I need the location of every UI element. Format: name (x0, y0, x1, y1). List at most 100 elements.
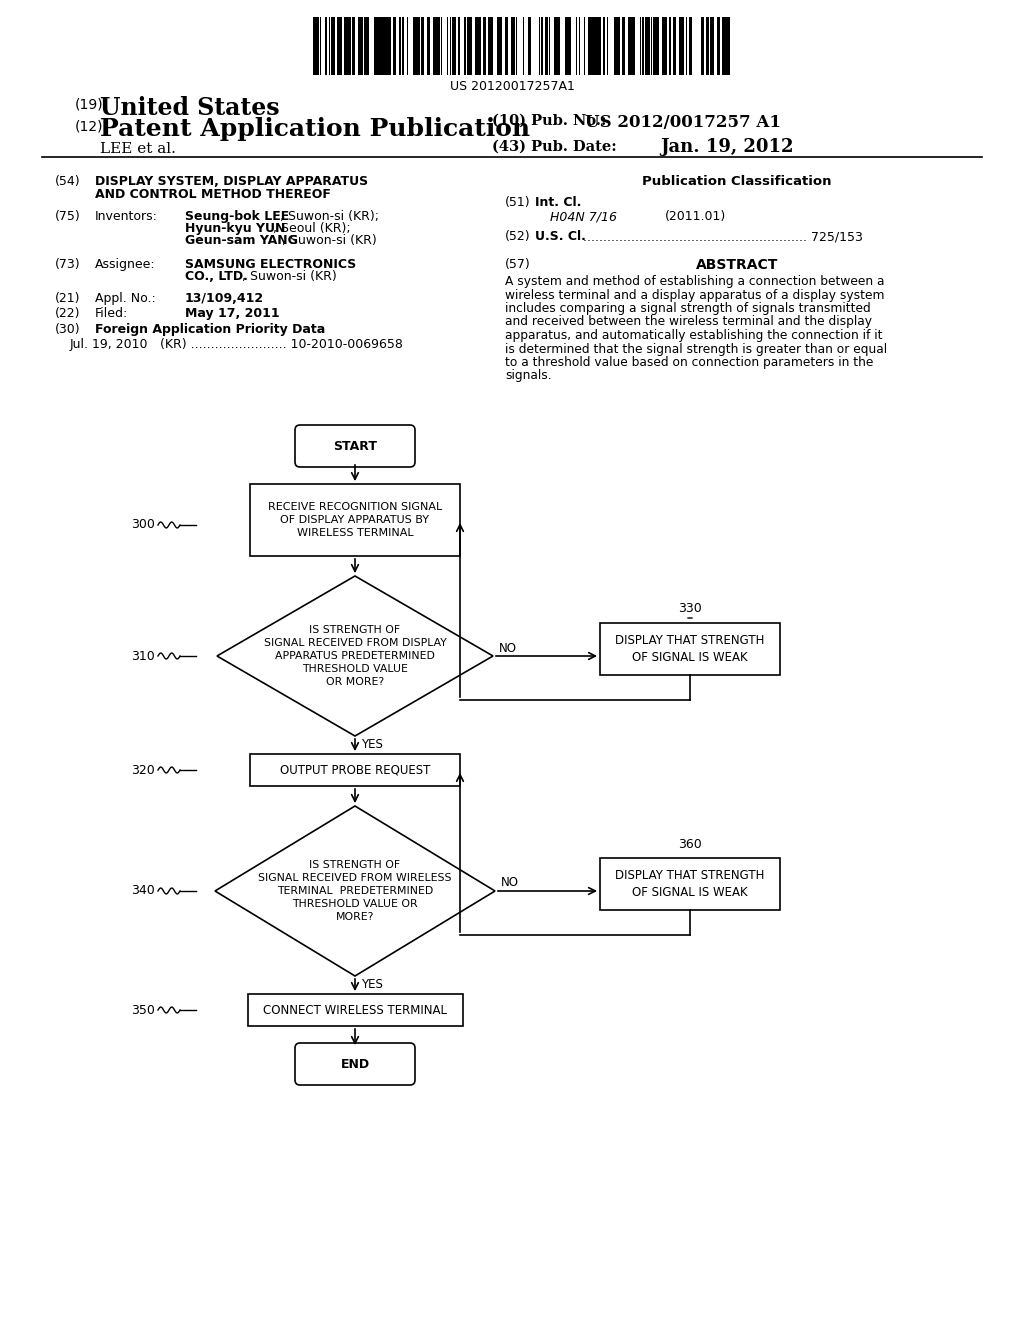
Text: (54): (54) (55, 176, 81, 187)
Text: Jan. 19, 2012: Jan. 19, 2012 (660, 139, 794, 156)
Text: 330: 330 (678, 602, 701, 615)
Polygon shape (217, 576, 493, 737)
Bar (467, 17, 469, 75)
Bar (389, 17, 391, 75)
Bar (632, 17, 634, 75)
Text: 310: 310 (131, 649, 155, 663)
Bar (618, 17, 620, 75)
Text: , Suwon-si (KR): , Suwon-si (KR) (242, 271, 337, 282)
Bar (645, 17, 647, 75)
Bar (498, 17, 500, 75)
Text: A system and method of establishing a connection between a: A system and method of establishing a co… (505, 275, 885, 288)
Text: Geun-sam YANG: Geun-sam YANG (185, 234, 298, 247)
Bar (490, 17, 492, 75)
Bar (679, 17, 681, 75)
Bar (454, 17, 456, 75)
Text: US 20120017257A1: US 20120017257A1 (450, 81, 574, 92)
Text: (2011.01): (2011.01) (665, 210, 726, 223)
Bar (614, 17, 616, 75)
Text: May 17, 2011: May 17, 2011 (185, 308, 280, 319)
Bar (555, 17, 557, 75)
Text: IS STRENGTH OF
SIGNAL RECEIVED FROM WIRELESS
TERMINAL  PREDETERMINED
THRESHOLD V: IS STRENGTH OF SIGNAL RECEIVED FROM WIRE… (258, 859, 452, 923)
Bar (346, 17, 348, 75)
Text: 13/109,412: 13/109,412 (185, 292, 264, 305)
Text: signals.: signals. (505, 370, 552, 383)
Bar (600, 858, 780, 909)
Bar (725, 17, 727, 75)
Bar (593, 17, 596, 75)
Text: END: END (340, 1057, 370, 1071)
Text: (KR) ........................ 10-2010-0069658: (KR) ........................ 10-2010-00… (160, 338, 402, 351)
Text: to a threshold value based on connection parameters in the: to a threshold value based on connection… (505, 356, 873, 370)
Text: Seung-bok LEE: Seung-bok LEE (185, 210, 289, 223)
Text: Int. Cl.: Int. Cl. (535, 195, 582, 209)
Bar (380, 17, 383, 75)
Text: Assignee:: Assignee: (95, 257, 156, 271)
Bar (717, 17, 720, 75)
Text: (52): (52) (505, 230, 530, 243)
Text: Foreign Application Priority Data: Foreign Application Priority Data (95, 323, 326, 337)
Bar (435, 17, 437, 75)
Bar (437, 17, 439, 75)
Bar (722, 17, 725, 75)
Polygon shape (215, 807, 495, 975)
Bar (706, 17, 709, 75)
Text: (57): (57) (505, 257, 530, 271)
Bar (344, 17, 346, 75)
Bar (458, 17, 460, 75)
FancyBboxPatch shape (295, 425, 415, 467)
Bar (701, 17, 703, 75)
Text: Publication Classification: Publication Classification (642, 176, 831, 187)
Bar (662, 17, 664, 75)
Text: 300: 300 (131, 519, 155, 532)
Text: DISPLAY SYSTEM, DISPLAY APPARATUS: DISPLAY SYSTEM, DISPLAY APPARATUS (95, 176, 368, 187)
Bar (654, 17, 657, 75)
Text: United States: United States (100, 96, 280, 120)
Bar (664, 17, 667, 75)
Bar (352, 17, 354, 75)
Text: (10) Pub. No.:: (10) Pub. No.: (492, 114, 611, 128)
Bar (469, 17, 471, 75)
Bar (316, 17, 318, 75)
Bar (374, 17, 376, 75)
Bar (483, 17, 486, 75)
Text: YES: YES (361, 978, 383, 991)
Bar (348, 17, 351, 75)
Bar (337, 17, 339, 75)
Text: wireless terminal and a display apparatus of a display system: wireless terminal and a display apparatu… (505, 289, 885, 301)
Bar (511, 17, 514, 75)
Bar (402, 17, 404, 75)
Bar (393, 17, 396, 75)
Bar (710, 17, 713, 75)
Bar (557, 17, 559, 75)
Text: , Suwon-si (KR): , Suwon-si (KR) (282, 234, 377, 247)
Text: US 2012/0017257 A1: US 2012/0017257 A1 (585, 114, 781, 131)
Text: (75): (75) (55, 210, 81, 223)
Text: START: START (333, 440, 377, 453)
Bar (588, 17, 591, 75)
Bar (313, 17, 315, 75)
Text: ........................................................ 725/153: ........................................… (583, 230, 863, 243)
Bar (689, 17, 692, 75)
Bar (325, 17, 327, 75)
Bar (250, 484, 460, 556)
Text: includes comparing a signal strength of signals transmitted: includes comparing a signal strength of … (505, 302, 870, 315)
Text: RECEIVE RECOGNITION SIGNAL
OF DISPLAY APPARATUS BY
WIRELESS TERMINAL: RECEIVE RECOGNITION SIGNAL OF DISPLAY AP… (268, 502, 442, 539)
Text: YES: YES (361, 738, 383, 751)
Text: DISPLAY THAT STRENGTH
OF SIGNAL IS WEAK: DISPLAY THAT STRENGTH OF SIGNAL IS WEAK (615, 869, 765, 899)
Bar (545, 17, 548, 75)
Text: 350: 350 (131, 1003, 155, 1016)
Bar (673, 17, 676, 75)
Text: H04N 7/16: H04N 7/16 (550, 210, 617, 223)
Text: , Seoul (KR);: , Seoul (KR); (273, 222, 350, 235)
Bar (427, 17, 430, 75)
Text: Jul. 19, 2010: Jul. 19, 2010 (70, 338, 148, 351)
Text: (19): (19) (75, 98, 103, 112)
Text: OUTPUT PROBE REQUEST: OUTPUT PROBE REQUEST (280, 763, 430, 776)
Bar (365, 17, 367, 75)
Bar (250, 754, 460, 785)
Text: NO: NO (501, 876, 519, 890)
Bar (248, 994, 463, 1026)
FancyBboxPatch shape (295, 1043, 415, 1085)
Bar (622, 17, 625, 75)
